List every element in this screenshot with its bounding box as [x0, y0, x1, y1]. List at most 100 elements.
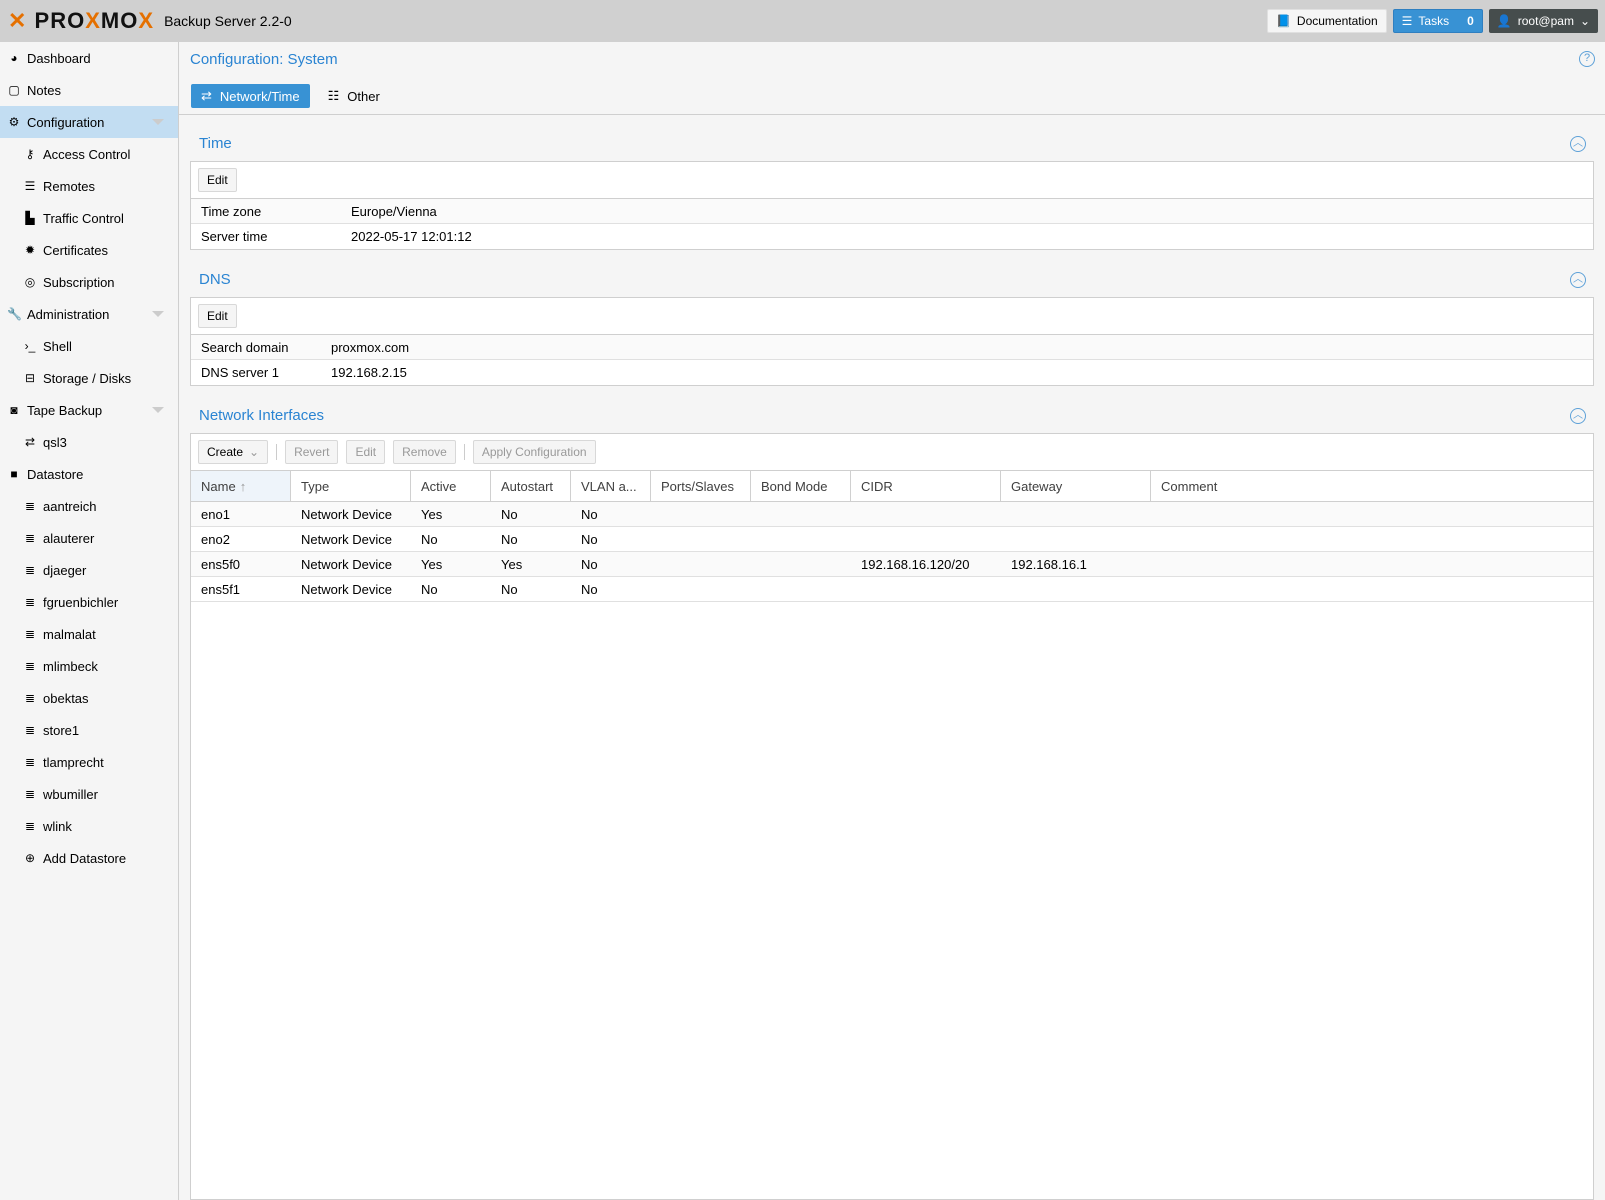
column-header[interactable]: Ports/Slaves: [651, 471, 751, 501]
gears-icon: ⚙: [8, 115, 20, 129]
table-cell: [751, 577, 851, 601]
sidebar-item-tape-backup[interactable]: ◙ Tape Backup: [0, 394, 178, 426]
collapse-icon[interactable]: ︿: [1570, 272, 1586, 288]
sidebar-item-store1[interactable]: ≣ store1: [0, 714, 178, 746]
database-icon: ≣: [24, 787, 36, 801]
sidebar-item-tlamprecht[interactable]: ≣ tlamprecht: [0, 746, 178, 778]
documentation-button[interactable]: 📘 Documentation: [1266, 9, 1387, 33]
apply-configuration-button[interactable]: Apply Configuration: [472, 440, 596, 464]
sidebar-item-wlink[interactable]: ≣ wlink: [0, 810, 178, 842]
expand-arrow-icon[interactable]: [152, 407, 164, 413]
sidebar-item-shell[interactable]: ›_ Shell: [0, 330, 178, 362]
user-menu-button[interactable]: 👤 root@pam ⌄: [1488, 9, 1598, 33]
sidebar-item-subscription[interactable]: ◎ Subscription: [0, 266, 178, 298]
table-cell: [1151, 552, 1593, 576]
sidebar-item-dashboard[interactable]: ◕ Dashboard: [0, 42, 178, 74]
sidebar-item-certificates[interactable]: ✹ Certificates: [0, 234, 178, 266]
column-header[interactable]: Bond Mode: [751, 471, 851, 501]
table-cell: 192.168.16.120/20: [861, 556, 970, 572]
column-header[interactable]: Active: [411, 471, 491, 501]
sidebar-item-fgruenbichler[interactable]: ≣ fgruenbichler: [0, 586, 178, 618]
tasks-button[interactable]: ☰ Tasks 0: [1392, 9, 1483, 33]
kv-value: 192.168.2.15: [331, 365, 407, 380]
sidebar-item-label: Certificates: [43, 242, 109, 258]
tasks-count: 0: [1467, 14, 1474, 28]
sidebar-item-datastore[interactable]: ■ Datastore: [0, 458, 178, 490]
user-label: root@pam: [1517, 14, 1574, 28]
table-cell: Network Device: [301, 556, 393, 572]
sidebar-item-alauterer[interactable]: ≣ alauterer: [0, 522, 178, 554]
table-cell: No: [581, 531, 598, 547]
sidebar-item-label: Access Control: [43, 146, 131, 162]
collapse-icon[interactable]: ︿: [1570, 408, 1586, 424]
table-cell: Network Device: [301, 531, 393, 547]
help-icon[interactable]: ?: [1579, 51, 1595, 67]
sidebar-item-configuration[interactable]: ⚙ Configuration: [0, 106, 178, 138]
column-header[interactable]: CIDR: [851, 471, 1001, 501]
table-cell: [751, 527, 851, 551]
tab-other[interactable]: ☷ Other: [318, 84, 390, 108]
sidebar-item-label: wlink: [43, 818, 72, 834]
create-button[interactable]: Create ⌄: [198, 440, 269, 464]
sidebar-item-storage-disks[interactable]: ⊟ Storage / Disks: [0, 362, 178, 394]
database-icon: ≣: [24, 723, 36, 737]
column-label: Gateway: [1011, 478, 1063, 494]
remove-button[interactable]: Remove: [393, 440, 456, 464]
sidebar-item-traffic-control[interactable]: ▙ Traffic Control: [0, 202, 178, 234]
sidebar-item-notes[interactable]: ▢ Notes: [0, 74, 178, 106]
wrench-icon: 🔧: [7, 307, 22, 321]
edit-button[interactable]: Edit: [346, 440, 386, 464]
column-label: CIDR: [861, 478, 893, 494]
table-row[interactable]: ens5f1 Network Device No No No: [191, 577, 1593, 602]
table-cell: [1151, 502, 1593, 526]
panel-title: Network Interfaces: [199, 407, 325, 424]
create-label: Create: [207, 445, 244, 459]
sidebar-item-administration[interactable]: 🔧 Administration: [0, 298, 178, 330]
table-cell: [1151, 577, 1593, 601]
table-cell: Network Device: [301, 581, 393, 597]
table-cell: [651, 552, 751, 576]
kv-key: Time zone: [201, 203, 262, 219]
sidebar-item-malmalat[interactable]: ≣ malmalat: [0, 618, 178, 650]
table-row[interactable]: eno2 Network Device No No No: [191, 527, 1593, 552]
time-edit-button[interactable]: Edit: [198, 168, 237, 192]
table-cell: Yes: [421, 506, 443, 522]
table-cell: eno2: [201, 531, 230, 547]
table-cell: [1001, 577, 1151, 601]
expand-arrow-icon[interactable]: [152, 119, 164, 125]
expand-arrow-icon[interactable]: [152, 311, 164, 317]
hdd-icon: ⊟: [24, 371, 36, 385]
table-cell: [651, 577, 751, 601]
kv-row: Search domain proxmox.com: [191, 335, 1593, 360]
collapse-icon[interactable]: ︿: [1570, 136, 1586, 152]
table-row[interactable]: ens5f0 Network Device Yes Yes No 192.168.16.1…: [191, 552, 1593, 577]
table-cell: [1001, 502, 1151, 526]
dns-edit-button[interactable]: Edit: [198, 304, 237, 328]
sidebar-item-remotes[interactable]: ☰ Remotes: [0, 170, 178, 202]
tab-network-time[interactable]: ⇄ Network/Time: [191, 84, 310, 108]
revert-button[interactable]: Revert: [285, 440, 339, 464]
column-header[interactable]: Gateway: [1001, 471, 1151, 501]
documentation-label: Documentation: [1296, 14, 1378, 28]
table-cell: [1151, 527, 1593, 551]
sidebar-item-djaeger[interactable]: ≣ djaeger: [0, 554, 178, 586]
column-header[interactable]: VLAN a...: [571, 471, 651, 501]
network-interfaces-panel: Network Interfaces ︿ Create ⌄ Revert Edit …: [190, 398, 1594, 1200]
column-header[interactable]: Type: [291, 471, 411, 501]
sidebar-item-add-datastore[interactable]: ⊕ Add Datastore: [0, 842, 178, 874]
sidebar-item-aantreich[interactable]: ≣ aantreich: [0, 490, 178, 522]
table-cell: Network Device: [301, 506, 393, 522]
table-cell: No: [421, 581, 438, 597]
sidebar-item-label: aantreich: [43, 498, 97, 514]
column-header[interactable]: Name ↑: [191, 471, 291, 501]
sidebar-item-wbumiller[interactable]: ≣ wbumiller: [0, 778, 178, 810]
column-header[interactable]: Comment: [1151, 471, 1593, 501]
sidebar-item-obektas[interactable]: ≣ obektas: [0, 682, 178, 714]
sidebar-item-qsl3[interactable]: ⇄ qsl3: [0, 426, 178, 458]
sidebar-item-mlimbeck[interactable]: ≣ mlimbeck: [0, 650, 178, 682]
sidebar-item-access-control[interactable]: ⚷ Access Control: [0, 138, 178, 170]
top-header: ✕ PRO X MO X Backup Server 2.2-0 📘 Documenta…: [0, 0, 1605, 42]
dashboard-icon: ◕: [10, 51, 18, 65]
column-header[interactable]: Autostart: [491, 471, 571, 501]
table-row[interactable]: eno1 Network Device Yes No No: [191, 502, 1593, 527]
